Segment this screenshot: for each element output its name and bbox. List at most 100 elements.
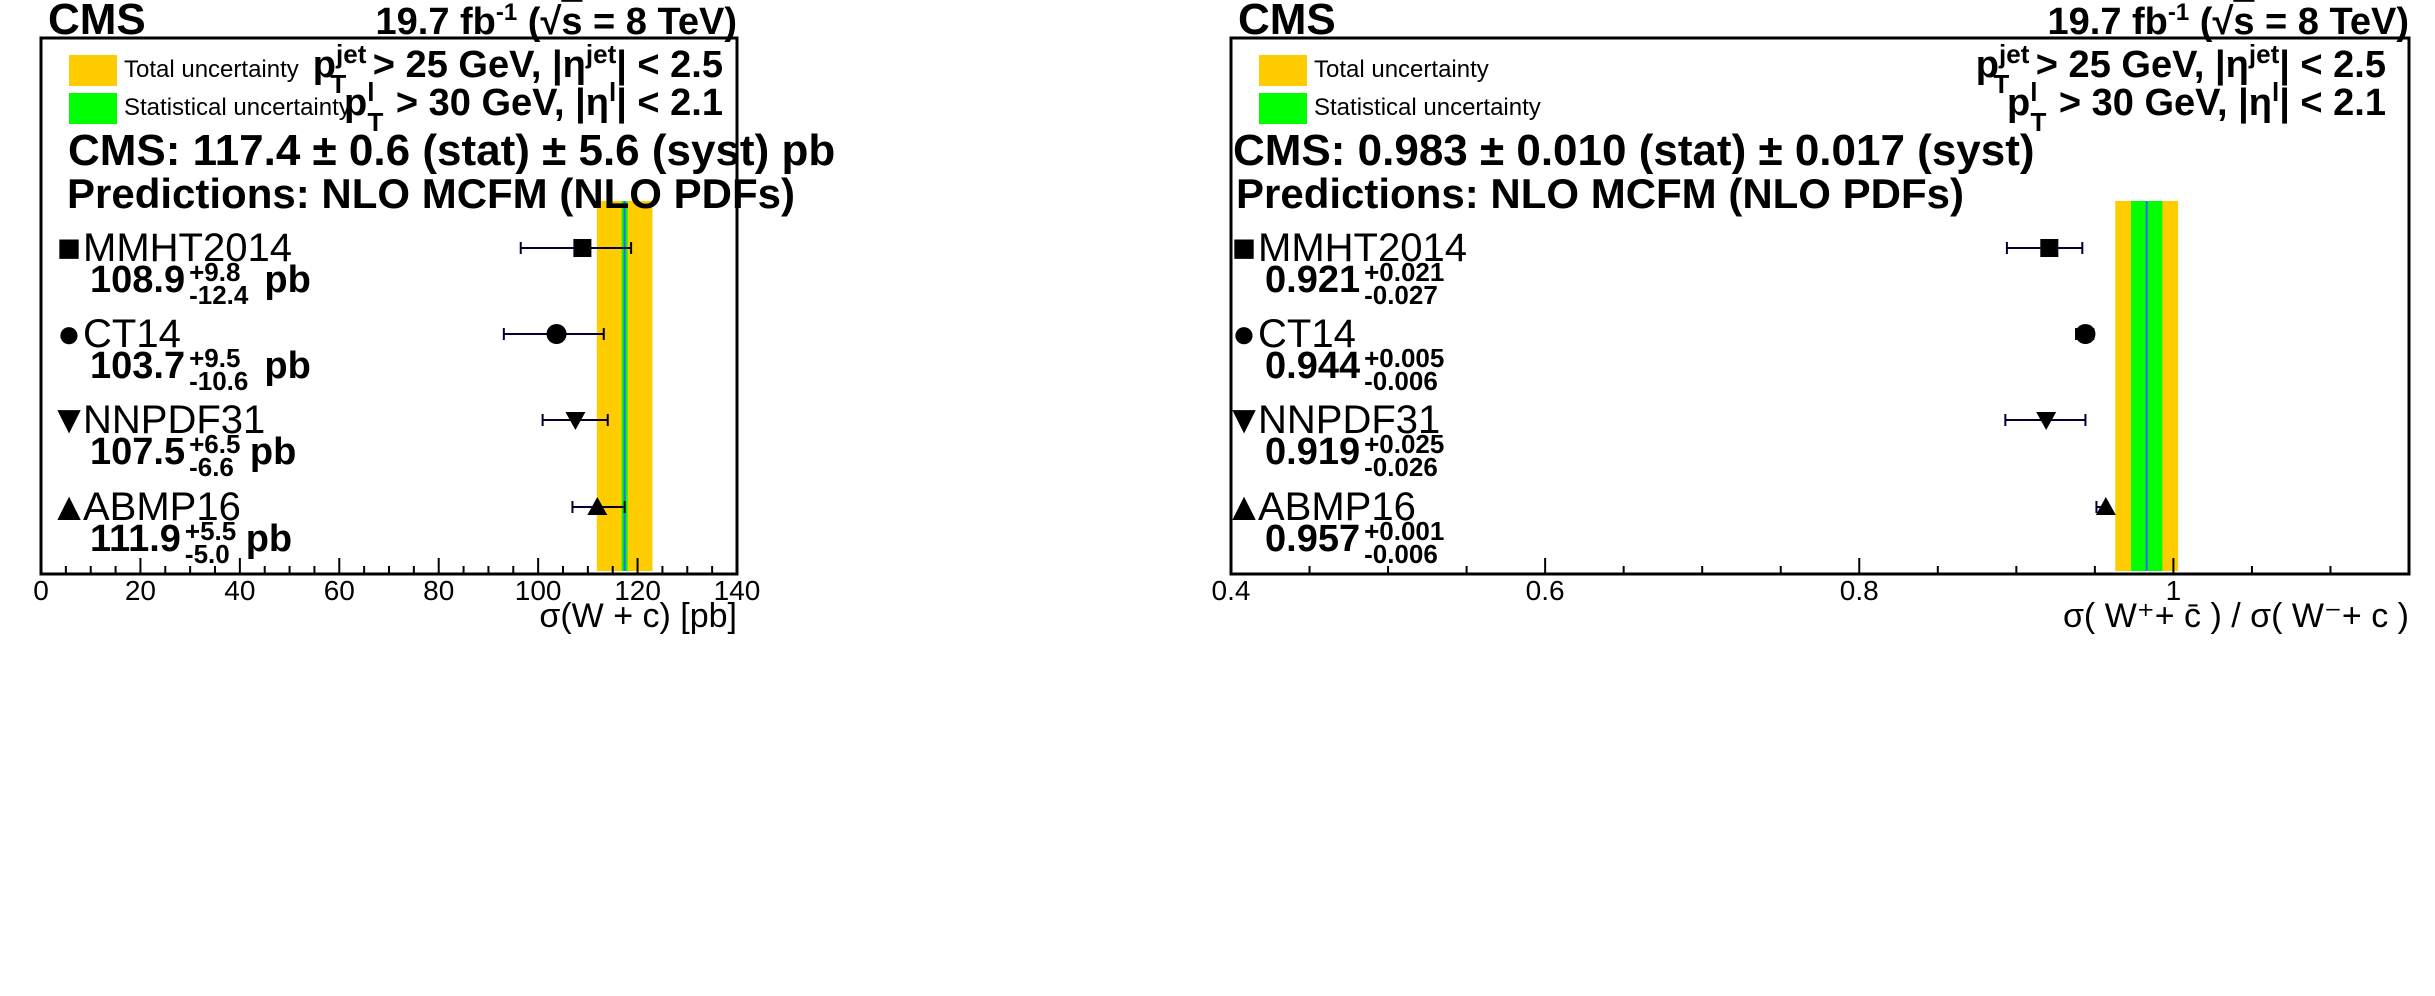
lumi-exponent: -1 xyxy=(496,0,517,26)
lepton-pt-symbol: p xyxy=(344,82,367,124)
prediction-err-down-abmp16: -0.006 xyxy=(1364,539,1438,569)
prediction-unit-abmp16: pb xyxy=(246,518,292,560)
jet-pt-symbol: p xyxy=(1976,44,1999,86)
plot-frame xyxy=(1229,36,2411,576)
marker-symbol-mmht2014: ■ xyxy=(1232,226,1256,270)
legend-stat-swatch xyxy=(69,93,117,124)
prediction-err-down-nnpdf31: -6.6 xyxy=(189,452,234,482)
pdf-name-mmht2014: MMHT2014 xyxy=(1258,226,1467,270)
prediction-err-up-ct14: +0.005 xyxy=(1364,343,1444,373)
energy-prefix: ( xyxy=(517,1,541,43)
prediction-value-nnpdf31: 107.5 xyxy=(90,431,185,473)
prediction-err-down-mmht2014: -12.4 xyxy=(189,280,249,310)
lepton-pt-subscript: T xyxy=(367,107,383,137)
lepton-cut-label: pl T > 30 GeV, |ηl| < 2.1 xyxy=(344,77,723,137)
energy-prefix: ( xyxy=(2189,1,2213,43)
ratio-chart: CMS 19.7 fb-1 (√s = 8 TeV)Total uncertain… xyxy=(1212,0,2411,635)
tick-label: 20 xyxy=(125,575,156,606)
jet-pt-superscript: jet xyxy=(1998,39,2030,69)
prediction-unit-nnpdf31: pb xyxy=(250,431,296,473)
marker-symbol-ct14: ● xyxy=(1232,312,1256,356)
tick-label: 0.4 xyxy=(1212,575,1251,606)
jet-cut-label: pjet T > 25 GeV, |ηjet| < 2.5 xyxy=(313,39,723,99)
lepton-eta-superscript: l xyxy=(609,77,616,107)
lepton-eta-superscript: l xyxy=(2272,77,2279,107)
prediction-err-down-ct14: -0.006 xyxy=(1364,366,1438,396)
marker-symbol-abmp16: ▲ xyxy=(49,485,89,529)
prediction-err-down-abmp16: -5.0 xyxy=(185,539,230,569)
lumi-label: 19.7 fb-1 (√s = 8 TeV) xyxy=(376,0,737,43)
prediction-value-mmht2014: 108.9 xyxy=(90,259,185,301)
marker-symbol-abmp16: ▲ xyxy=(1224,485,1264,529)
legend-stat-label: Statistical uncertainty xyxy=(124,94,351,121)
lumi-exponent: -1 xyxy=(2168,0,2189,26)
lepton-pt-superscript: l xyxy=(367,77,374,107)
tick-label: 40 xyxy=(224,575,255,606)
tick-label: 140 xyxy=(714,575,761,606)
prediction-err-down-nnpdf31: -0.026 xyxy=(1364,452,1438,482)
legend-total-label: Total uncertainty xyxy=(1314,56,1489,83)
jet-pt-condition: > 25 GeV, |η xyxy=(2025,44,2249,86)
tick-label: 0.8 xyxy=(1840,575,1879,606)
tick-label: 60 xyxy=(324,575,355,606)
legend-total-swatch xyxy=(69,55,117,86)
lumi-value: 19.7 fb xyxy=(2048,1,2168,43)
data-point-mmht2014 xyxy=(2040,239,2059,257)
prediction-value-ct14: 103.7 xyxy=(90,345,185,387)
data-point-mmht2014 xyxy=(573,239,592,257)
prediction-value-nnpdf31: 0.919 xyxy=(1265,431,1360,473)
lumi-label: 19.7 fb-1 (√s = 8 TeV) xyxy=(2048,0,2409,43)
measurement-result: CMS: 117.4 ± 0.6 (stat) ± 5.6 (syst) pb xyxy=(68,126,835,175)
marker-symbol-nnpdf31: ▼ xyxy=(49,398,89,442)
legend-stat-label: Statistical uncertainty xyxy=(1314,94,1541,121)
prediction-err-up-ct14: +9.5 xyxy=(189,343,240,373)
jet-eta-superscript: jet xyxy=(585,39,617,69)
prediction-unit-ct14: pb xyxy=(264,345,310,387)
prediction-value-abmp16: 111.9 xyxy=(90,518,181,560)
sqrt-sign: √ xyxy=(540,1,561,43)
predictions-title: Predictions: NLO MCFM (NLO PDFs) xyxy=(1236,170,1964,217)
prediction-err-up-abmp16: +5.5 xyxy=(185,516,236,546)
x-axis-title: σ( W⁺+ c̄ ) / σ( W⁻+ c ) xyxy=(2063,597,2409,635)
legend-stat-swatch xyxy=(1259,93,1307,124)
data-point-ct14 xyxy=(2075,324,2096,344)
data-point-nnpdf31 xyxy=(2036,412,2057,430)
tick-label: 120 xyxy=(614,575,661,606)
prediction-value-ct14: 0.944 xyxy=(1265,345,1360,387)
lepton-pt-symbol: p xyxy=(2007,82,2030,124)
lepton-pt-condition: > 30 GeV, |η xyxy=(2048,82,2272,124)
data-point-abmp16 xyxy=(587,497,608,515)
cross-section-chart: CMS 19.7 fb-1 (√s = 8 TeV)Total uncertain… xyxy=(33,0,835,635)
lepton-eta-condition: | < 2.1 xyxy=(2279,82,2386,124)
prediction-value-mmht2014: 0.921 xyxy=(1265,259,1360,301)
ratio-panel: CMS 19.7 fb-1 (√s = 8 TeV) Total uncertain… xyxy=(1212,0,2434,996)
lumi-value: 19.7 fb xyxy=(376,1,496,43)
x-axis-title: σ(W + c) [pb] xyxy=(539,597,737,635)
jet-pt-symbol: p xyxy=(313,44,336,86)
marker-symbol-mmht2014: ■ xyxy=(57,226,81,270)
prediction-err-up-abmp16: +0.001 xyxy=(1364,516,1444,546)
lepton-cut-label: pl T > 30 GeV, |ηl| < 2.1 xyxy=(2007,77,2386,137)
pdf-name-ct14: CT14 xyxy=(83,312,181,356)
energy-value: = 8 TeV) xyxy=(2254,1,2409,43)
predictions-title: Predictions: NLO MCFM (NLO PDFs) xyxy=(67,170,795,217)
pdf-name-nnpdf31: NNPDF31 xyxy=(1258,398,1440,442)
measurement-result: CMS: 0.983 ± 0.010 (stat) ± 0.017 (syst) xyxy=(1233,126,2035,175)
prediction-err-up-nnpdf31: +6.5 xyxy=(189,429,240,459)
energy-value: = 8 TeV) xyxy=(582,1,737,43)
prediction-err-up-nnpdf31: +0.025 xyxy=(1364,429,1444,459)
pdf-name-ct14: CT14 xyxy=(1258,312,1356,356)
tick-label: 0 xyxy=(33,575,49,606)
legend-total-swatch xyxy=(1259,55,1307,86)
jet-eta-condition: | < 2.5 xyxy=(2279,44,2386,86)
data-point-nnpdf31 xyxy=(565,412,586,430)
prediction-err-down-mmht2014: -0.027 xyxy=(1364,280,1438,310)
jet-pt-subscript: T xyxy=(330,69,346,99)
pdf-name-abmp16: ABMP16 xyxy=(83,485,241,529)
energy-sqrt-s: s xyxy=(561,1,582,43)
lepton-eta-condition: | < 2.1 xyxy=(616,82,723,124)
tick-label: 100 xyxy=(515,575,562,606)
sqrt-sign: √ xyxy=(2212,1,2233,43)
jet-pt-condition: > 25 GeV, |η xyxy=(362,44,586,86)
prediction-err-up-mmht2014: +9.8 xyxy=(189,257,240,287)
